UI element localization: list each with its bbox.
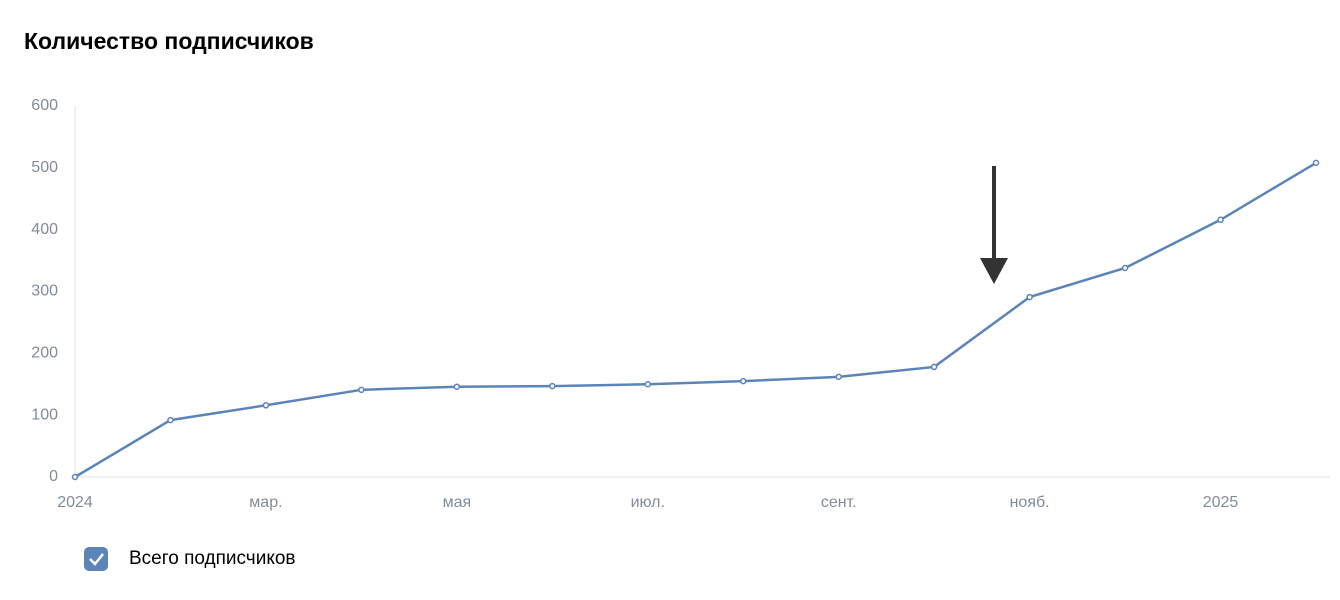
x-tick-label: сент. <box>821 494 857 511</box>
point <box>262 402 270 409</box>
point <box>1121 264 1129 272</box>
point <box>167 416 174 424</box>
point <box>1026 293 1033 301</box>
x-tick-label: 2025 <box>1203 494 1239 511</box>
legend-label[interactable]: Всего подписчиков <box>129 548 296 569</box>
x-tick-label: мар. <box>249 494 282 511</box>
point <box>71 473 79 481</box>
point <box>1312 159 1320 167</box>
y-tick-label: 400 <box>31 221 58 238</box>
point <box>835 373 842 381</box>
annotation-arrow <box>980 166 1008 284</box>
point <box>739 377 747 385</box>
point <box>1217 216 1224 224</box>
x-tick-label: нояб. <box>1010 494 1050 511</box>
y-tick-label: 100 <box>31 406 58 423</box>
point <box>453 383 461 390</box>
x-tick-label: мая <box>443 494 472 511</box>
y-tick-label: 300 <box>31 283 58 300</box>
point <box>358 386 365 394</box>
series-line <box>74 161 1317 479</box>
point <box>930 363 938 371</box>
y-tick-label: 0 <box>49 468 58 485</box>
checkmark <box>89 553 104 566</box>
point <box>644 381 652 388</box>
x-tick-label: июл. <box>631 494 665 511</box>
y-tick-label: 200 <box>31 345 58 362</box>
point <box>549 382 556 390</box>
chart-title: Количество подписчиков <box>24 28 314 54</box>
y-tick-label: 500 <box>31 159 58 176</box>
legend-checkbox[interactable] <box>84 547 108 571</box>
x-tick-label: 2024 <box>57 494 93 511</box>
y-tick-label: 600 <box>31 97 58 114</box>
